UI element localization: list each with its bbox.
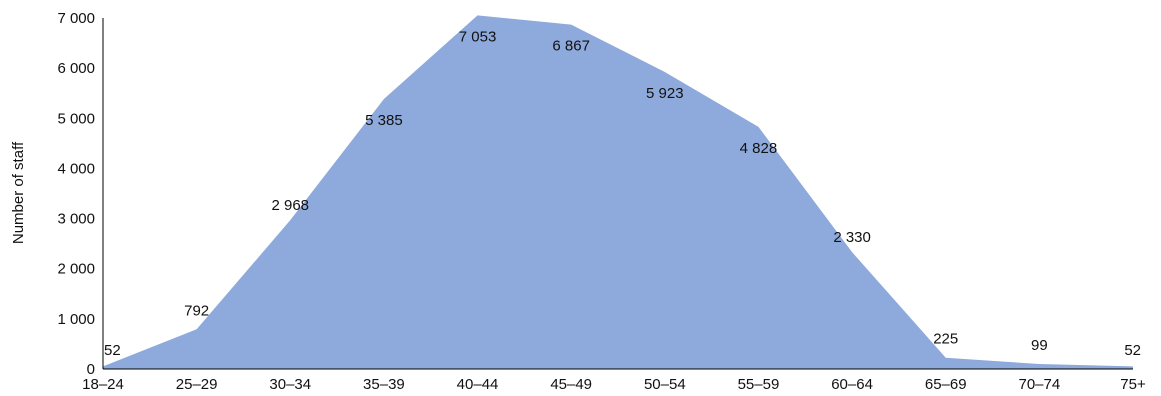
x-tick-label: 40–44 (457, 376, 499, 393)
x-tick-label: 75+ (1120, 376, 1146, 393)
area-layer (103, 15, 1133, 369)
y-tick-label: 1 000 (57, 311, 95, 328)
y-tick-label: 2 000 (57, 261, 95, 278)
data-labels: 52 792 2 968 5 385 7 053 6 867 5 923 4 828 2 330… (104, 28, 1141, 359)
data-label: 52 (104, 342, 121, 359)
y-tick-label: 7 000 (57, 10, 95, 27)
x-tick-label: 55–59 (738, 376, 780, 393)
x-tick-label: 45–49 (550, 376, 592, 393)
area-series (103, 15, 1133, 369)
y-tick-label: 5 000 (57, 110, 95, 127)
x-tick-label: 50–54 (644, 376, 686, 393)
x-tick-label: 65–69 (925, 376, 967, 393)
data-label: 225 (933, 331, 958, 348)
y-tick-label: 3 000 (57, 211, 95, 228)
data-label: 7 053 (459, 28, 497, 45)
data-label: 99 (1031, 337, 1048, 354)
data-label: 4 828 (740, 140, 778, 157)
axis-layer (102, 18, 1133, 370)
data-label: 52 (1124, 342, 1141, 359)
x-tick-label: 18–24 (82, 376, 124, 393)
x-tick-labels: 18–24 25–29 30–34 35–39 40–44 45–49 50–54 55–59… (82, 376, 1146, 393)
data-label: 5 385 (365, 112, 403, 129)
x-tick-label: 35–39 (363, 376, 405, 393)
data-label: 5 923 (646, 85, 684, 102)
data-label: 792 (184, 302, 209, 319)
x-tick-label: 25–29 (176, 376, 218, 393)
data-label: 2 330 (833, 229, 871, 246)
y-axis-title: Number of staff (10, 141, 27, 244)
y-tick-labels: 0 1 000 2 000 3 000 4 000 5 000 6 000 7 000 (57, 10, 95, 378)
y-tick-label: 6 000 (57, 60, 95, 77)
x-tick-label: 60–64 (831, 376, 873, 393)
y-tick-label: 4 000 (57, 160, 95, 177)
data-label: 2 968 (271, 197, 309, 214)
data-label: 6 867 (552, 38, 590, 55)
y-tick-label: 0 (87, 361, 95, 378)
x-tick-label: 70–74 (1019, 376, 1061, 393)
x-tick-label: 30–34 (269, 376, 311, 393)
